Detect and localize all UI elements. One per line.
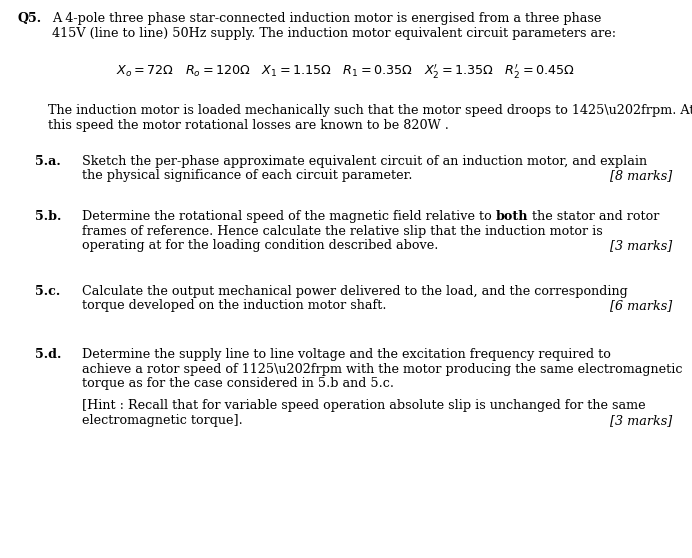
Text: [6 marks]: [6 marks] [610, 300, 672, 312]
Text: The induction motor is loaded mechanically such that the motor speed droops to 1: The induction motor is loaded mechanical… [48, 104, 692, 117]
Text: the stator and rotor: the stator and rotor [528, 210, 659, 223]
Text: Sketch the per-phase approximate equivalent circuit of an induction motor, and e: Sketch the per-phase approximate equival… [82, 155, 647, 168]
Text: electromagnetic torque].: electromagnetic torque]. [82, 414, 243, 427]
Text: $X_o = 72\Omega \quad R_o = 120\Omega \quad X_1 = 1.15\Omega \quad R_1 = 0.35\Om: $X_o = 72\Omega \quad R_o = 120\Omega \q… [116, 62, 576, 80]
Text: A 4-pole three phase star-connected induction motor is energised from a three ph: A 4-pole three phase star-connected indu… [52, 12, 601, 25]
Text: 5.c.: 5.c. [35, 285, 60, 298]
Text: Determine the rotational speed of the magnetic field relative to: Determine the rotational speed of the ma… [82, 210, 495, 223]
Text: achieve a rotor speed of 1125\u202frpm with the motor producing the same electro: achieve a rotor speed of 1125\u202frpm w… [82, 363, 682, 376]
Text: Calculate the output mechanical power delivered to the load, and the correspondi: Calculate the output mechanical power de… [82, 285, 628, 298]
Text: 5.a.: 5.a. [35, 155, 61, 168]
Text: torque as for the case considered in 5.b and 5.c.: torque as for the case considered in 5.b… [82, 377, 394, 390]
Text: frames of reference. Hence calculate the relative slip that the induction motor : frames of reference. Hence calculate the… [82, 224, 603, 238]
Text: [3 marks]: [3 marks] [610, 414, 672, 427]
Text: Q5.: Q5. [18, 12, 42, 25]
Text: torque developed on the induction motor shaft.: torque developed on the induction motor … [82, 300, 387, 312]
Text: [3 marks]: [3 marks] [610, 239, 672, 252]
Text: the physical significance of each circuit parameter.: the physical significance of each circui… [82, 170, 412, 182]
Text: this speed the motor rotational losses are known to be 820W .: this speed the motor rotational losses a… [48, 118, 449, 132]
Text: [8 marks]: [8 marks] [610, 170, 672, 182]
Text: [Hint : Recall that for variable speed operation absolute slip is unchanged for : [Hint : Recall that for variable speed o… [82, 400, 646, 412]
Text: both: both [495, 210, 528, 223]
Text: operating at for the loading condition described above.: operating at for the loading condition d… [82, 239, 438, 252]
Text: 5.b.: 5.b. [35, 210, 62, 223]
Text: 415V (line to line) 50Hz supply. The induction motor equivalent circuit paramete: 415V (line to line) 50Hz supply. The ind… [52, 26, 616, 40]
Text: 5.d.: 5.d. [35, 348, 62, 361]
Text: Determine the supply line to line voltage and the excitation frequency required : Determine the supply line to line voltag… [82, 348, 611, 361]
